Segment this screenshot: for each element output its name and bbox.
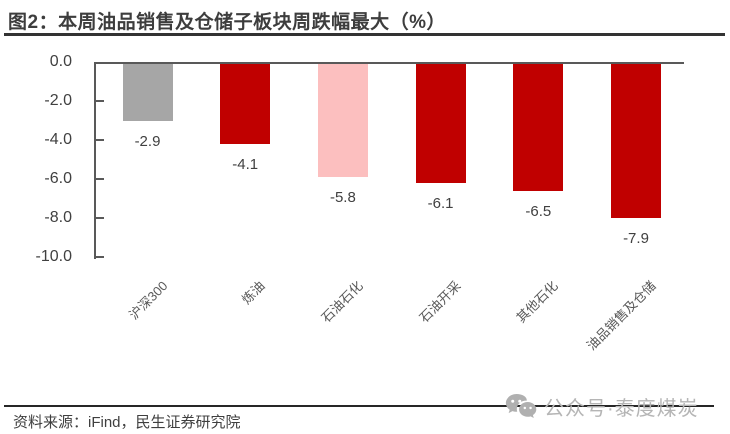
y-tick-label: -8.0	[44, 209, 72, 226]
source-text: 资料来源：iFind，民生证券研究院	[13, 414, 241, 431]
bar	[513, 64, 564, 191]
bar	[611, 64, 661, 219]
y-tick-label: -6.0	[44, 170, 72, 187]
category-label: 其他石化	[513, 278, 562, 326]
y-tick-mark	[96, 100, 104, 102]
y-axis-line	[94, 62, 96, 259]
bar-value-label: -2.9	[134, 132, 161, 150]
bar	[122, 64, 173, 121]
y-tick-mark	[96, 178, 104, 180]
zero-baseline	[94, 62, 684, 64]
bar-value-label: -4.1	[232, 155, 259, 173]
wechat-icon	[505, 392, 537, 421]
y-tick-label: -4.0	[44, 131, 72, 148]
category-label: 炼油	[238, 278, 268, 308]
y-tick-mark	[96, 139, 104, 141]
bar-value-label: -6.5	[525, 202, 552, 220]
y-tick-mark	[96, 256, 104, 258]
bar	[415, 64, 466, 183]
y-tick-label: -10.0	[35, 248, 72, 265]
y-tick-mark	[96, 217, 104, 219]
category-label: 沪深300	[125, 278, 171, 323]
bar-value-label: -6.1	[427, 194, 454, 212]
footer-rule	[4, 405, 714, 407]
bar-value-label: -7.9	[623, 230, 649, 248]
bar-value-label: -5.8	[329, 189, 356, 207]
y-tick-label: 0.0	[49, 53, 72, 70]
watermark: 公众号·泰度煤炭	[505, 392, 699, 421]
chart-title: 图2：本周油品销售及仓储子板块周跌幅最大（%）	[8, 12, 446, 33]
bar	[220, 64, 271, 144]
category-label: 石油开采	[415, 278, 464, 326]
category-label: 石油石化	[318, 278, 366, 326]
bar	[317, 64, 368, 178]
category-label: 油品销售及仓储	[583, 278, 659, 354]
watermark-text: 公众号·泰度煤炭	[544, 398, 699, 420]
title-underline	[4, 33, 725, 36]
y-tick-label: -2.0	[44, 92, 72, 109]
